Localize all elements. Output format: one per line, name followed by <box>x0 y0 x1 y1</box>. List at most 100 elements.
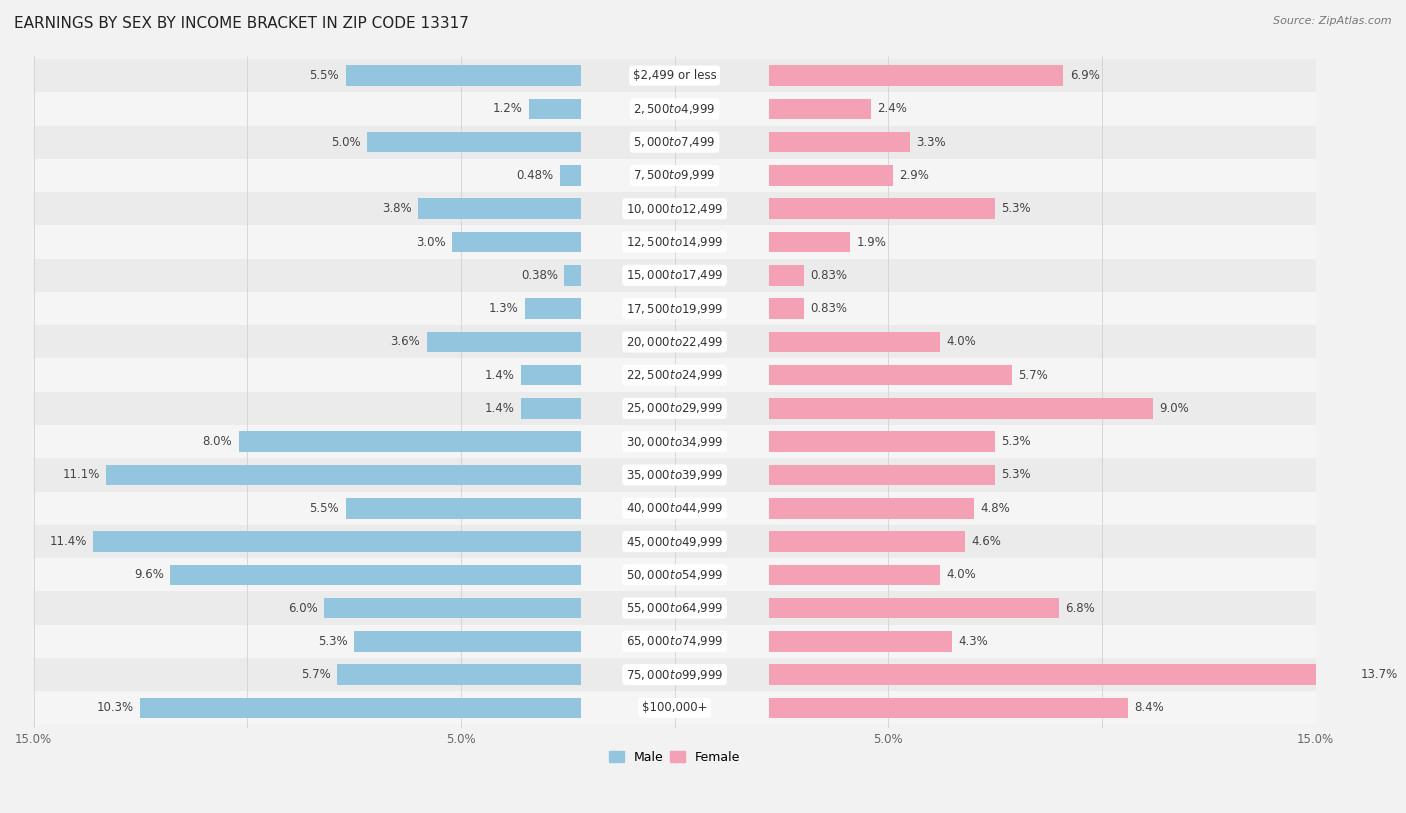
Bar <box>93 531 581 552</box>
Text: 10.3%: 10.3% <box>97 702 134 715</box>
Text: $65,000 to $74,999: $65,000 to $74,999 <box>626 634 723 649</box>
Bar <box>34 492 1316 525</box>
Text: 1.4%: 1.4% <box>485 402 515 415</box>
Text: 11.1%: 11.1% <box>62 468 100 481</box>
Bar <box>34 459 1316 492</box>
Bar <box>354 631 581 652</box>
Bar <box>34 159 1316 192</box>
Text: $100,000+: $100,000+ <box>641 702 707 715</box>
Text: $30,000 to $34,999: $30,000 to $34,999 <box>626 435 723 449</box>
Bar <box>34 292 1316 325</box>
Text: 13.7%: 13.7% <box>1361 668 1398 681</box>
Bar <box>769 664 1354 685</box>
Text: 1.9%: 1.9% <box>856 236 886 249</box>
Text: $25,000 to $29,999: $25,000 to $29,999 <box>626 402 723 415</box>
Text: EARNINGS BY SEX BY INCOME BRACKET IN ZIP CODE 13317: EARNINGS BY SEX BY INCOME BRACKET IN ZIP… <box>14 16 470 31</box>
Text: 1.4%: 1.4% <box>485 368 515 381</box>
Bar <box>170 564 581 585</box>
Bar <box>520 398 581 419</box>
Text: 0.83%: 0.83% <box>810 302 848 315</box>
Text: 9.0%: 9.0% <box>1160 402 1189 415</box>
Text: $5,000 to $7,499: $5,000 to $7,499 <box>633 135 716 149</box>
Text: 5.7%: 5.7% <box>1018 368 1049 381</box>
Text: 4.0%: 4.0% <box>946 568 976 581</box>
Bar <box>769 298 804 319</box>
Text: 3.0%: 3.0% <box>416 236 446 249</box>
Bar <box>34 325 1316 359</box>
Bar <box>34 225 1316 259</box>
Bar <box>769 465 995 485</box>
Bar <box>524 298 581 319</box>
Text: 9.6%: 9.6% <box>134 568 165 581</box>
Bar <box>34 92 1316 125</box>
Bar <box>34 59 1316 92</box>
Bar <box>34 359 1316 392</box>
Bar <box>34 125 1316 159</box>
Bar <box>453 232 581 252</box>
Text: $12,500 to $14,999: $12,500 to $14,999 <box>626 235 723 249</box>
Bar <box>769 132 910 153</box>
Bar <box>346 498 581 519</box>
Text: 6.0%: 6.0% <box>288 602 318 615</box>
Text: 0.83%: 0.83% <box>810 269 848 282</box>
Bar <box>564 265 581 285</box>
Bar <box>34 392 1316 425</box>
Text: 2.9%: 2.9% <box>898 169 929 182</box>
Text: $75,000 to $99,999: $75,000 to $99,999 <box>626 667 723 681</box>
Text: 5.3%: 5.3% <box>1001 202 1031 215</box>
Text: $20,000 to $22,499: $20,000 to $22,499 <box>626 335 723 349</box>
Bar <box>560 165 581 186</box>
Text: 4.6%: 4.6% <box>972 535 1001 548</box>
Text: $15,000 to $17,499: $15,000 to $17,499 <box>626 268 723 282</box>
Text: $45,000 to $49,999: $45,000 to $49,999 <box>626 534 723 549</box>
Text: 3.3%: 3.3% <box>917 136 946 149</box>
Bar <box>769 498 974 519</box>
Text: $2,500 to $4,999: $2,500 to $4,999 <box>633 102 716 116</box>
Bar <box>769 531 965 552</box>
Text: 0.38%: 0.38% <box>520 269 558 282</box>
Text: $55,000 to $64,999: $55,000 to $64,999 <box>626 601 723 615</box>
Text: 4.8%: 4.8% <box>980 502 1010 515</box>
Text: $35,000 to $39,999: $35,000 to $39,999 <box>626 468 723 482</box>
Text: $40,000 to $44,999: $40,000 to $44,999 <box>626 502 723 515</box>
Text: $2,499 or less: $2,499 or less <box>633 69 717 82</box>
Bar <box>769 564 939 585</box>
Bar <box>769 398 1153 419</box>
Text: 5.3%: 5.3% <box>1001 435 1031 448</box>
Text: 8.0%: 8.0% <box>202 435 232 448</box>
Text: 11.4%: 11.4% <box>49 535 87 548</box>
Text: 5.7%: 5.7% <box>301 668 330 681</box>
Bar <box>34 592 1316 624</box>
Text: $7,500 to $9,999: $7,500 to $9,999 <box>633 168 716 182</box>
Bar <box>34 658 1316 691</box>
Text: 5.0%: 5.0% <box>330 136 360 149</box>
Text: Source: ZipAtlas.com: Source: ZipAtlas.com <box>1274 16 1392 26</box>
Bar <box>769 432 995 452</box>
Bar <box>769 365 1012 385</box>
Text: 1.2%: 1.2% <box>494 102 523 115</box>
Bar <box>769 698 1128 718</box>
Bar <box>769 198 995 219</box>
Legend: Male, Female: Male, Female <box>605 746 745 769</box>
Bar <box>529 98 581 120</box>
Text: 5.3%: 5.3% <box>318 635 347 648</box>
Text: 2.4%: 2.4% <box>877 102 907 115</box>
Text: 6.9%: 6.9% <box>1070 69 1099 82</box>
Bar <box>107 465 581 485</box>
Bar <box>769 265 804 285</box>
Bar <box>34 192 1316 225</box>
Text: $17,500 to $19,999: $17,500 to $19,999 <box>626 302 723 315</box>
Bar <box>769 598 1059 619</box>
Bar <box>346 65 581 86</box>
Bar <box>34 259 1316 292</box>
Text: 4.3%: 4.3% <box>959 635 988 648</box>
Bar <box>34 425 1316 459</box>
Bar <box>769 165 893 186</box>
Text: 5.5%: 5.5% <box>309 502 339 515</box>
Bar <box>34 559 1316 592</box>
Bar <box>769 65 1063 86</box>
Text: 0.48%: 0.48% <box>516 169 554 182</box>
Bar <box>520 365 581 385</box>
Text: 8.4%: 8.4% <box>1135 702 1164 715</box>
Bar <box>34 691 1316 724</box>
